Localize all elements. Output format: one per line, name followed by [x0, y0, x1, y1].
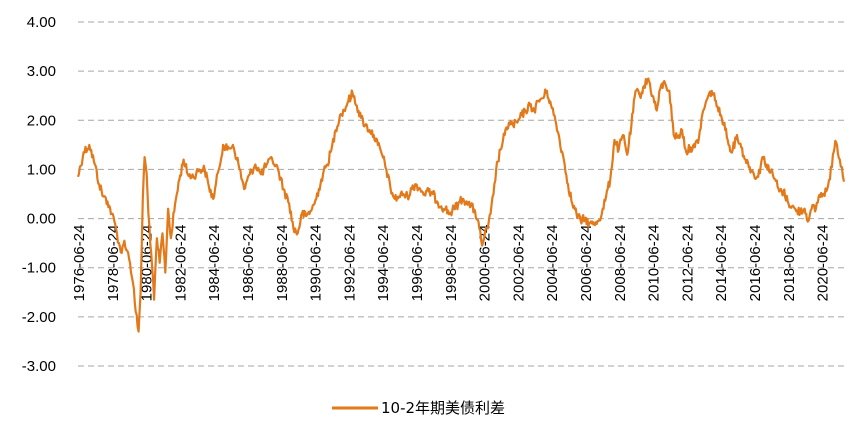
x-tick-label: 2008-06-24 — [612, 225, 629, 302]
x-axis-tick-labels: 1976-06-24 1978-06-24 1980-06-24 1982-06-24… — [71, 225, 832, 302]
y-tick-label: 0.00 — [27, 211, 56, 228]
x-tick-label: 1990-06-24 — [308, 225, 325, 302]
x-tick-label: 1988-06-24 — [274, 225, 291, 302]
y-tick-label: 3.00 — [27, 63, 56, 80]
y-tick-label: 4.00 — [27, 14, 56, 31]
x-tick-label: 2010-06-24 — [646, 225, 663, 302]
x-tick-label: 2002-06-24 — [510, 225, 527, 302]
x-tick-label: 2012-06-24 — [679, 225, 696, 302]
x-tick-label: 1982-06-24 — [172, 225, 189, 302]
y-tick-label: -1.00 — [22, 260, 56, 277]
x-tick-label: 2004-06-24 — [544, 225, 561, 302]
x-tick-label: 1978-06-24 — [105, 225, 122, 302]
y-axis-tick-labels: 4.00 3.00 2.00 1.00 0.00 -1.00 -2.00 -3.00 — [22, 14, 56, 375]
y-tick-label: -3.00 — [22, 358, 56, 375]
x-tick-label: 1976-06-24 — [71, 225, 88, 302]
x-tick-label: 2014-06-24 — [713, 225, 730, 302]
x-tick-label: 1998-06-24 — [443, 225, 460, 302]
x-tick-label: 1994-06-24 — [375, 225, 392, 302]
x-tick-label: 2020-06-24 — [815, 225, 832, 302]
legend-label: 10-2年期美债利差 — [381, 399, 505, 417]
legend: 10-2年期美债利差 — [332, 399, 505, 417]
x-tick-label: 1992-06-24 — [341, 225, 358, 302]
x-tick-label: 1980-06-24 — [139, 225, 156, 302]
x-tick-label: 2018-06-24 — [781, 225, 798, 302]
y-tick-label: 1.00 — [27, 161, 56, 178]
gridlines — [78, 21, 844, 367]
y-tick-label: -2.00 — [22, 309, 56, 326]
x-tick-label: 2006-06-24 — [578, 225, 595, 302]
x-tick-label: 1996-06-24 — [409, 225, 426, 302]
series-line — [76, 77, 846, 333]
x-tick-label: 1986-06-24 — [240, 225, 257, 302]
y-tick-label: 2.00 — [27, 112, 56, 129]
series-layer — [76, 77, 846, 333]
x-tick-label: 2016-06-24 — [747, 225, 764, 302]
x-tick-label: 1984-06-24 — [206, 225, 223, 302]
